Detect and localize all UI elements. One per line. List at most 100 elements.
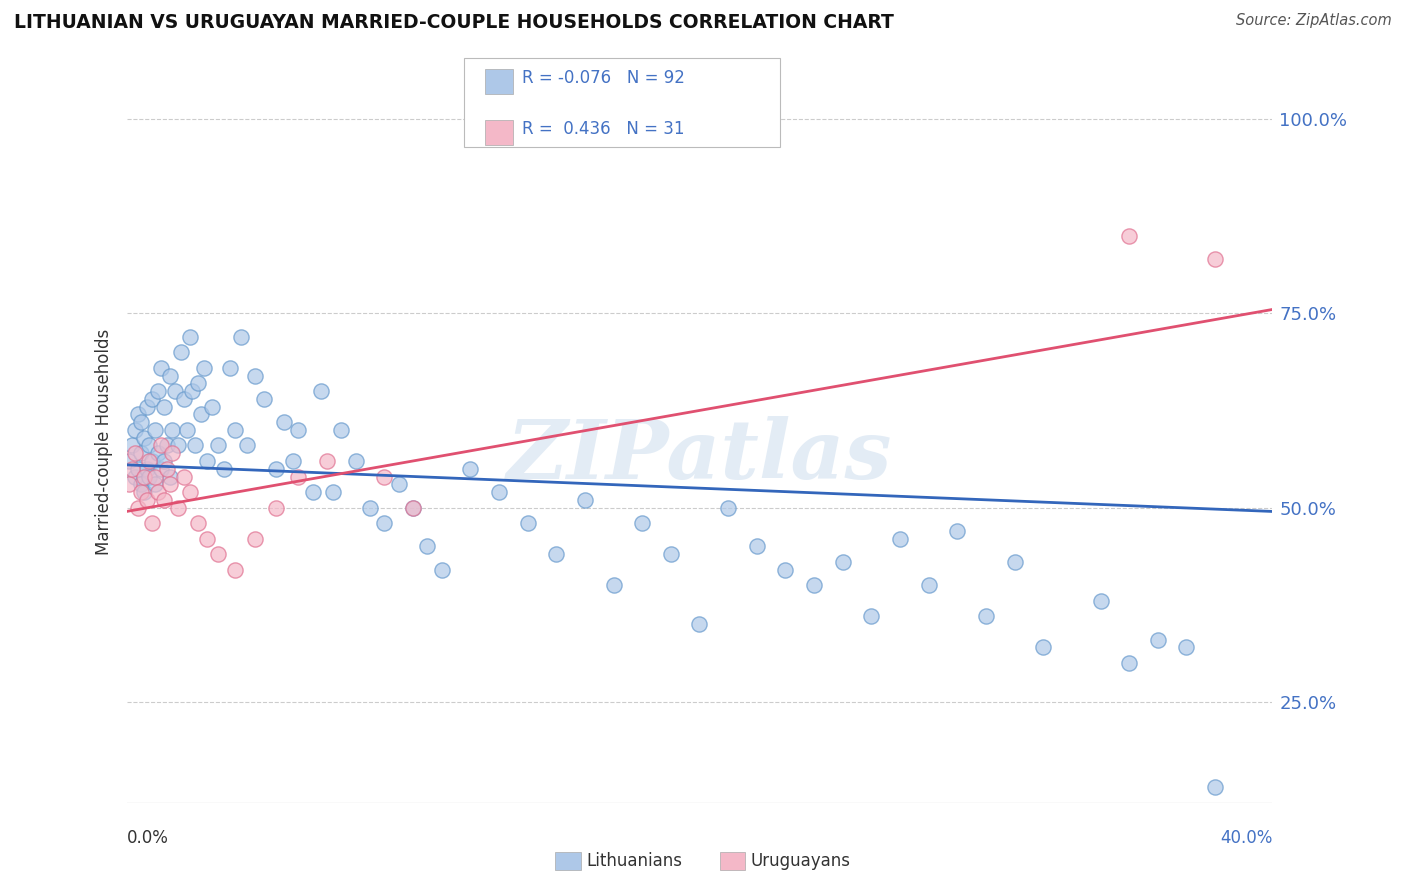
Point xyxy=(179,329,201,343)
Point xyxy=(143,469,166,483)
Point xyxy=(162,423,184,437)
Point xyxy=(516,516,538,530)
Point xyxy=(190,408,212,422)
Text: ZIPatlas: ZIPatlas xyxy=(506,416,893,496)
Point xyxy=(135,400,157,414)
Point xyxy=(173,392,195,406)
Point xyxy=(330,423,353,437)
Point xyxy=(224,563,246,577)
Point xyxy=(146,485,169,500)
Point xyxy=(201,400,224,414)
Point xyxy=(129,415,152,429)
Point xyxy=(152,492,174,507)
Point xyxy=(159,477,181,491)
Point xyxy=(195,532,218,546)
Point xyxy=(659,547,682,561)
Point xyxy=(181,384,204,398)
Point xyxy=(118,454,141,468)
Point xyxy=(745,540,768,554)
Point xyxy=(602,578,624,592)
Point xyxy=(373,469,395,483)
Point xyxy=(1204,252,1226,266)
Point xyxy=(152,454,174,468)
Y-axis label: Married-couple Households: Married-couple Households xyxy=(94,328,112,555)
Point xyxy=(173,469,195,483)
Point xyxy=(458,461,481,475)
Point xyxy=(149,438,172,452)
Point xyxy=(402,500,425,515)
Text: LITHUANIAN VS URUGUAYAN MARRIED-COUPLE HOUSEHOLDS CORRELATION CHART: LITHUANIAN VS URUGUAYAN MARRIED-COUPLE H… xyxy=(14,13,894,32)
Point xyxy=(301,485,323,500)
Point xyxy=(322,485,344,500)
Point xyxy=(430,563,453,577)
Point xyxy=(287,469,309,483)
Point xyxy=(344,454,367,468)
Point xyxy=(141,454,163,468)
Point xyxy=(149,360,172,375)
Text: Uruguayans: Uruguayans xyxy=(751,852,851,870)
Point xyxy=(170,345,193,359)
Point xyxy=(1204,780,1226,795)
Point xyxy=(176,423,198,437)
Point xyxy=(717,500,740,515)
Point xyxy=(167,438,190,452)
Point xyxy=(311,384,333,398)
Text: 40.0%: 40.0% xyxy=(1220,829,1272,847)
Point xyxy=(162,446,184,460)
Point xyxy=(179,485,201,500)
Point xyxy=(124,446,146,460)
Point xyxy=(143,477,166,491)
Point xyxy=(141,516,163,530)
Text: Source: ZipAtlas.com: Source: ZipAtlas.com xyxy=(1236,13,1392,29)
Point xyxy=(281,454,304,468)
Point xyxy=(1233,811,1256,825)
Point xyxy=(245,532,267,546)
Point xyxy=(273,415,295,429)
Point xyxy=(1004,555,1026,569)
Point xyxy=(212,461,235,475)
Point xyxy=(187,516,209,530)
Point xyxy=(488,485,510,500)
Point xyxy=(141,392,163,406)
Point xyxy=(187,376,209,391)
Point xyxy=(231,329,253,343)
Point xyxy=(359,500,381,515)
Point xyxy=(165,384,187,398)
Point xyxy=(1147,632,1170,647)
Point xyxy=(118,477,141,491)
Point xyxy=(287,423,309,437)
Point xyxy=(132,431,155,445)
Point xyxy=(184,438,207,452)
Point xyxy=(143,423,166,437)
Point xyxy=(218,360,240,375)
Point xyxy=(129,446,152,460)
Point xyxy=(224,423,246,437)
Point xyxy=(974,609,997,624)
Point xyxy=(159,368,181,383)
Point xyxy=(245,368,267,383)
Point xyxy=(127,408,149,422)
Point xyxy=(121,461,143,475)
Point xyxy=(149,461,172,475)
Point xyxy=(159,469,181,483)
Point xyxy=(124,423,146,437)
Point xyxy=(135,492,157,507)
Point xyxy=(129,477,152,491)
Point xyxy=(129,485,152,500)
Point xyxy=(918,578,941,592)
Point xyxy=(121,438,143,452)
Point xyxy=(156,461,179,475)
Point xyxy=(207,438,229,452)
Text: R =  0.436   N = 31: R = 0.436 N = 31 xyxy=(522,120,685,138)
Point xyxy=(1032,640,1054,655)
Point xyxy=(193,360,215,375)
Point xyxy=(146,384,169,398)
Point xyxy=(416,540,439,554)
Point xyxy=(1118,656,1140,670)
Point xyxy=(138,454,160,468)
Point xyxy=(138,438,160,452)
Point xyxy=(860,609,883,624)
Point xyxy=(631,516,654,530)
Point xyxy=(1090,594,1112,608)
Point xyxy=(207,547,229,561)
